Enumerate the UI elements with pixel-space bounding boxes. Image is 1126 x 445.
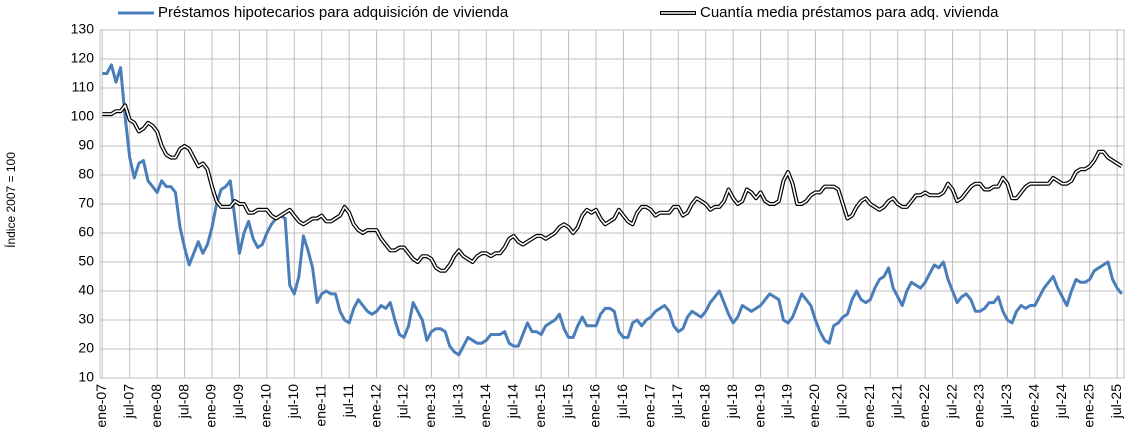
- legend-label: Cuantía media préstamos para adq. vivien…: [700, 4, 999, 21]
- x-tick-label: ene-09: [203, 384, 219, 428]
- x-tick-label: ene-25: [1080, 384, 1096, 428]
- x-tick-label: jul-13: [450, 384, 466, 419]
- x-tick-label: ene-14: [477, 384, 493, 428]
- x-tick-label: jul-07: [120, 384, 136, 419]
- plot-border: [99, 29, 1125, 379]
- y-axis-label: Índice 2007 = 100: [3, 152, 18, 248]
- x-tick-label: ene-24: [1026, 384, 1042, 428]
- x-tick-label: ene-11: [312, 384, 328, 427]
- y-tick-label: 90: [78, 137, 94, 153]
- y-tick-label: 70: [78, 195, 94, 211]
- x-tick-label: jul-11: [340, 384, 356, 418]
- x-tick-label: jul-12: [395, 384, 411, 419]
- x-tick-label: ene-18: [696, 384, 712, 428]
- legend-label: Préstamos hipotecarios para adquisición …: [158, 4, 509, 21]
- series-line: [102, 63, 1123, 357]
- y-tick-label: 130: [71, 21, 95, 37]
- y-tick-label: 80: [78, 166, 94, 182]
- x-tick-label: jul-14: [504, 384, 520, 419]
- x-tick-label: jul-17: [669, 384, 685, 419]
- x-tick-label: ene-21: [861, 384, 877, 428]
- x-tick-label: jul-25: [1108, 384, 1124, 419]
- x-tick-label: ene-19: [751, 384, 767, 428]
- x-tick-label: jul-20: [834, 384, 850, 419]
- x-tick-label: jul-18: [724, 384, 740, 419]
- x-tick-label: ene-13: [422, 384, 438, 428]
- x-tick-label: jul-08: [175, 384, 191, 419]
- y-tick-label: 50: [78, 253, 94, 269]
- y-tick-label: 110: [72, 79, 95, 95]
- y-tick-label: 10: [78, 369, 94, 385]
- x-tick-label: ene-08: [148, 384, 164, 428]
- y-tick-label: 100: [71, 108, 95, 124]
- x-tick-label: ene-22: [916, 384, 932, 428]
- x-tick-label: jul-21: [888, 384, 904, 419]
- x-tick-label: ene-23: [971, 384, 987, 428]
- x-tick-label: ene-12: [367, 384, 383, 428]
- x-tick-label: jul-22: [943, 384, 959, 419]
- x-tick-label: ene-07: [93, 384, 109, 428]
- x-tick-label: jul-16: [614, 384, 630, 419]
- x-tick-label: ene-20: [806, 384, 822, 428]
- y-tick-label: 60: [78, 224, 94, 240]
- x-tick-label: jul-23: [998, 384, 1014, 419]
- x-tick-label: ene-17: [642, 384, 658, 428]
- y-tick-label: 40: [78, 282, 94, 298]
- y-tick-label: 20: [78, 340, 94, 356]
- x-tick-label: ene-15: [532, 384, 548, 428]
- x-tick-label: jul-19: [779, 384, 795, 419]
- x-tick-label: jul-15: [559, 384, 575, 419]
- x-tick-label: jul-10: [285, 384, 301, 419]
- x-tick-label: jul-09: [230, 384, 246, 419]
- y-tick-label: 30: [78, 311, 94, 327]
- x-tick-label: ene-16: [587, 384, 603, 428]
- x-tick-label: jul-24: [1053, 384, 1069, 419]
- y-tick-label: 120: [71, 50, 95, 66]
- series-line-inner: [102, 104, 1123, 272]
- x-tick-label: ene-10: [258, 384, 274, 428]
